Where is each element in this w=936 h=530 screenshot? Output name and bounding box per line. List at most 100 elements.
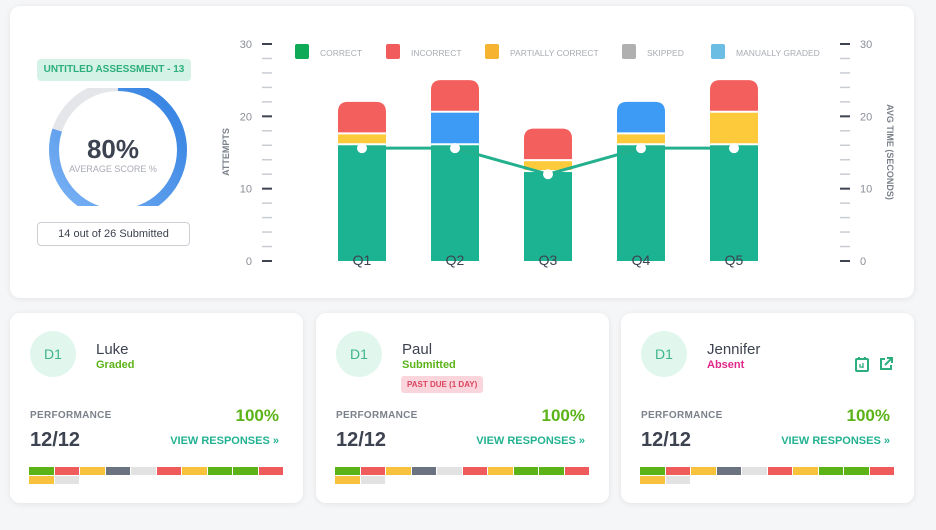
right-tick-label: 30 bbox=[860, 39, 872, 51]
question-result-cell bbox=[360, 467, 385, 475]
bar-segment-incorrect bbox=[431, 80, 479, 111]
student-card: D1 Luke Graded PERFORMANCE 12/12 100% VIE… bbox=[10, 313, 303, 503]
question-result-cell bbox=[513, 467, 538, 475]
bar-segment-manually-graded bbox=[431, 112, 479, 144]
legend-swatch bbox=[295, 44, 309, 59]
average-score-label: AVERAGE SCORE % bbox=[69, 164, 157, 174]
y-axis-label: ATTEMPTS bbox=[221, 128, 231, 176]
left-tick-label: 30 bbox=[240, 39, 252, 51]
question-result-strip bbox=[640, 467, 896, 484]
avg-time-point bbox=[543, 169, 553, 180]
attempts-chart: 0 0 10 10 20 20 30 30 ATTEMPTS AVG TIME (SECONDS)… bbox=[221, 39, 895, 268]
question-result-cell bbox=[716, 467, 741, 475]
external-link-icon[interactable] bbox=[878, 356, 894, 372]
question-result-cell bbox=[437, 467, 462, 475]
performance-score: 12/12 bbox=[641, 429, 692, 451]
student-avatar: D1 bbox=[30, 331, 76, 377]
question-result-cell bbox=[156, 467, 181, 475]
question-result-cell bbox=[691, 467, 716, 475]
question-result-cell bbox=[462, 467, 487, 475]
question-result-cell bbox=[335, 467, 360, 475]
bar-segment-incorrect bbox=[710, 80, 758, 111]
left-tick-label: 20 bbox=[240, 111, 252, 123]
question-result-cell bbox=[207, 467, 232, 475]
question-result-cell bbox=[386, 467, 411, 475]
performance-label: PERFORMANCE bbox=[336, 410, 418, 421]
student-name: Jennifer bbox=[707, 341, 761, 358]
legend-label: CORRECT bbox=[320, 48, 362, 58]
question-result-cell bbox=[488, 467, 513, 475]
category-label: Q4 bbox=[632, 252, 651, 268]
past-due-badge: PAST DUE (1 DAY) bbox=[401, 376, 484, 393]
legend-label: PARTIALLY CORRECT bbox=[510, 48, 599, 58]
question-result-cell bbox=[105, 467, 130, 475]
question-result-cell bbox=[131, 467, 156, 475]
bar-segment-partially-correct bbox=[524, 161, 572, 171]
legend-label: SKIPPED bbox=[647, 48, 684, 58]
question-result-cell bbox=[258, 467, 283, 475]
question-result-cell bbox=[29, 476, 54, 484]
question-result-cell bbox=[665, 476, 690, 484]
question-result-cell bbox=[742, 467, 767, 475]
performance-label: PERFORMANCE bbox=[30, 410, 112, 421]
y2-axis-label: AVG TIME (SECONDS) bbox=[885, 104, 895, 200]
question-result-cell bbox=[640, 476, 665, 484]
bar-segment-correct bbox=[524, 172, 572, 261]
avg-time-point bbox=[729, 143, 739, 154]
student-card: D1 Paul Submitted PAST DUE (1 DAY) PERFORM… bbox=[316, 313, 609, 503]
question-result-cell bbox=[335, 476, 360, 484]
avg-time-point bbox=[450, 143, 460, 154]
performance-percent: 100% bbox=[846, 406, 890, 425]
bar-segment-incorrect bbox=[524, 128, 572, 160]
performance-percent: 100% bbox=[235, 406, 279, 425]
legend-swatch bbox=[622, 44, 636, 59]
question-result-cell bbox=[80, 467, 105, 475]
question-result-cell bbox=[793, 467, 818, 475]
category-label: Q1 bbox=[353, 252, 372, 268]
student-name: Luke bbox=[96, 341, 129, 358]
legend-swatch bbox=[386, 44, 400, 59]
bar-segment-manually-graded bbox=[617, 101, 665, 133]
right-tick-label: 20 bbox=[860, 111, 872, 123]
submitted-count: 14 out of 26 Submitted bbox=[37, 222, 190, 246]
bar-segment-partially-correct bbox=[617, 134, 665, 144]
performance-score: 12/12 bbox=[336, 429, 387, 451]
question-result-cell bbox=[539, 467, 564, 475]
category-label: Q3 bbox=[539, 252, 558, 268]
right-tick-label: 0 bbox=[860, 256, 866, 268]
view-responses-link[interactable]: VIEW RESPONSES » bbox=[781, 435, 890, 447]
average-score-donut bbox=[49, 88, 187, 206]
student-status: Absent bbox=[707, 359, 745, 371]
student-status: Submitted bbox=[402, 359, 456, 371]
question-result-cell bbox=[818, 467, 843, 475]
legend-swatch bbox=[485, 44, 499, 59]
question-result-cell bbox=[564, 467, 589, 475]
question-result-cell bbox=[360, 476, 385, 484]
legend-label: INCORRECT bbox=[411, 48, 462, 58]
category-label: Q5 bbox=[725, 252, 744, 268]
student-status: Graded bbox=[96, 359, 135, 371]
student-avatar: D1 bbox=[336, 331, 382, 377]
bar-segment-correct bbox=[710, 145, 758, 261]
question-result-cell bbox=[411, 467, 436, 475]
avg-time-point bbox=[357, 143, 367, 154]
question-result-cell bbox=[54, 467, 79, 475]
question-result-cell bbox=[869, 467, 894, 475]
average-score: 80% bbox=[86, 134, 140, 164]
student-card: D1 Jennifer Absent PERFORMANCE 12/12 100… bbox=[621, 313, 914, 503]
left-tick-label: 10 bbox=[240, 184, 252, 196]
question-result-cell bbox=[54, 476, 79, 484]
donut-fill bbox=[49, 88, 187, 206]
question-result-cell bbox=[665, 467, 690, 475]
calendar-icon[interactable] bbox=[854, 356, 870, 372]
student-name: Paul bbox=[402, 341, 433, 358]
question-result-cell bbox=[767, 467, 792, 475]
question-result-cell bbox=[182, 467, 207, 475]
bar-segment-correct bbox=[617, 145, 665, 261]
performance-score: 12/12 bbox=[30, 429, 81, 451]
left-tick-label: 0 bbox=[246, 256, 252, 268]
legend-swatch bbox=[711, 44, 725, 59]
view-responses-link[interactable]: VIEW RESPONSES » bbox=[476, 435, 585, 447]
view-responses-link[interactable]: VIEW RESPONSES » bbox=[170, 435, 279, 447]
student-avatar: D1 bbox=[641, 331, 687, 377]
